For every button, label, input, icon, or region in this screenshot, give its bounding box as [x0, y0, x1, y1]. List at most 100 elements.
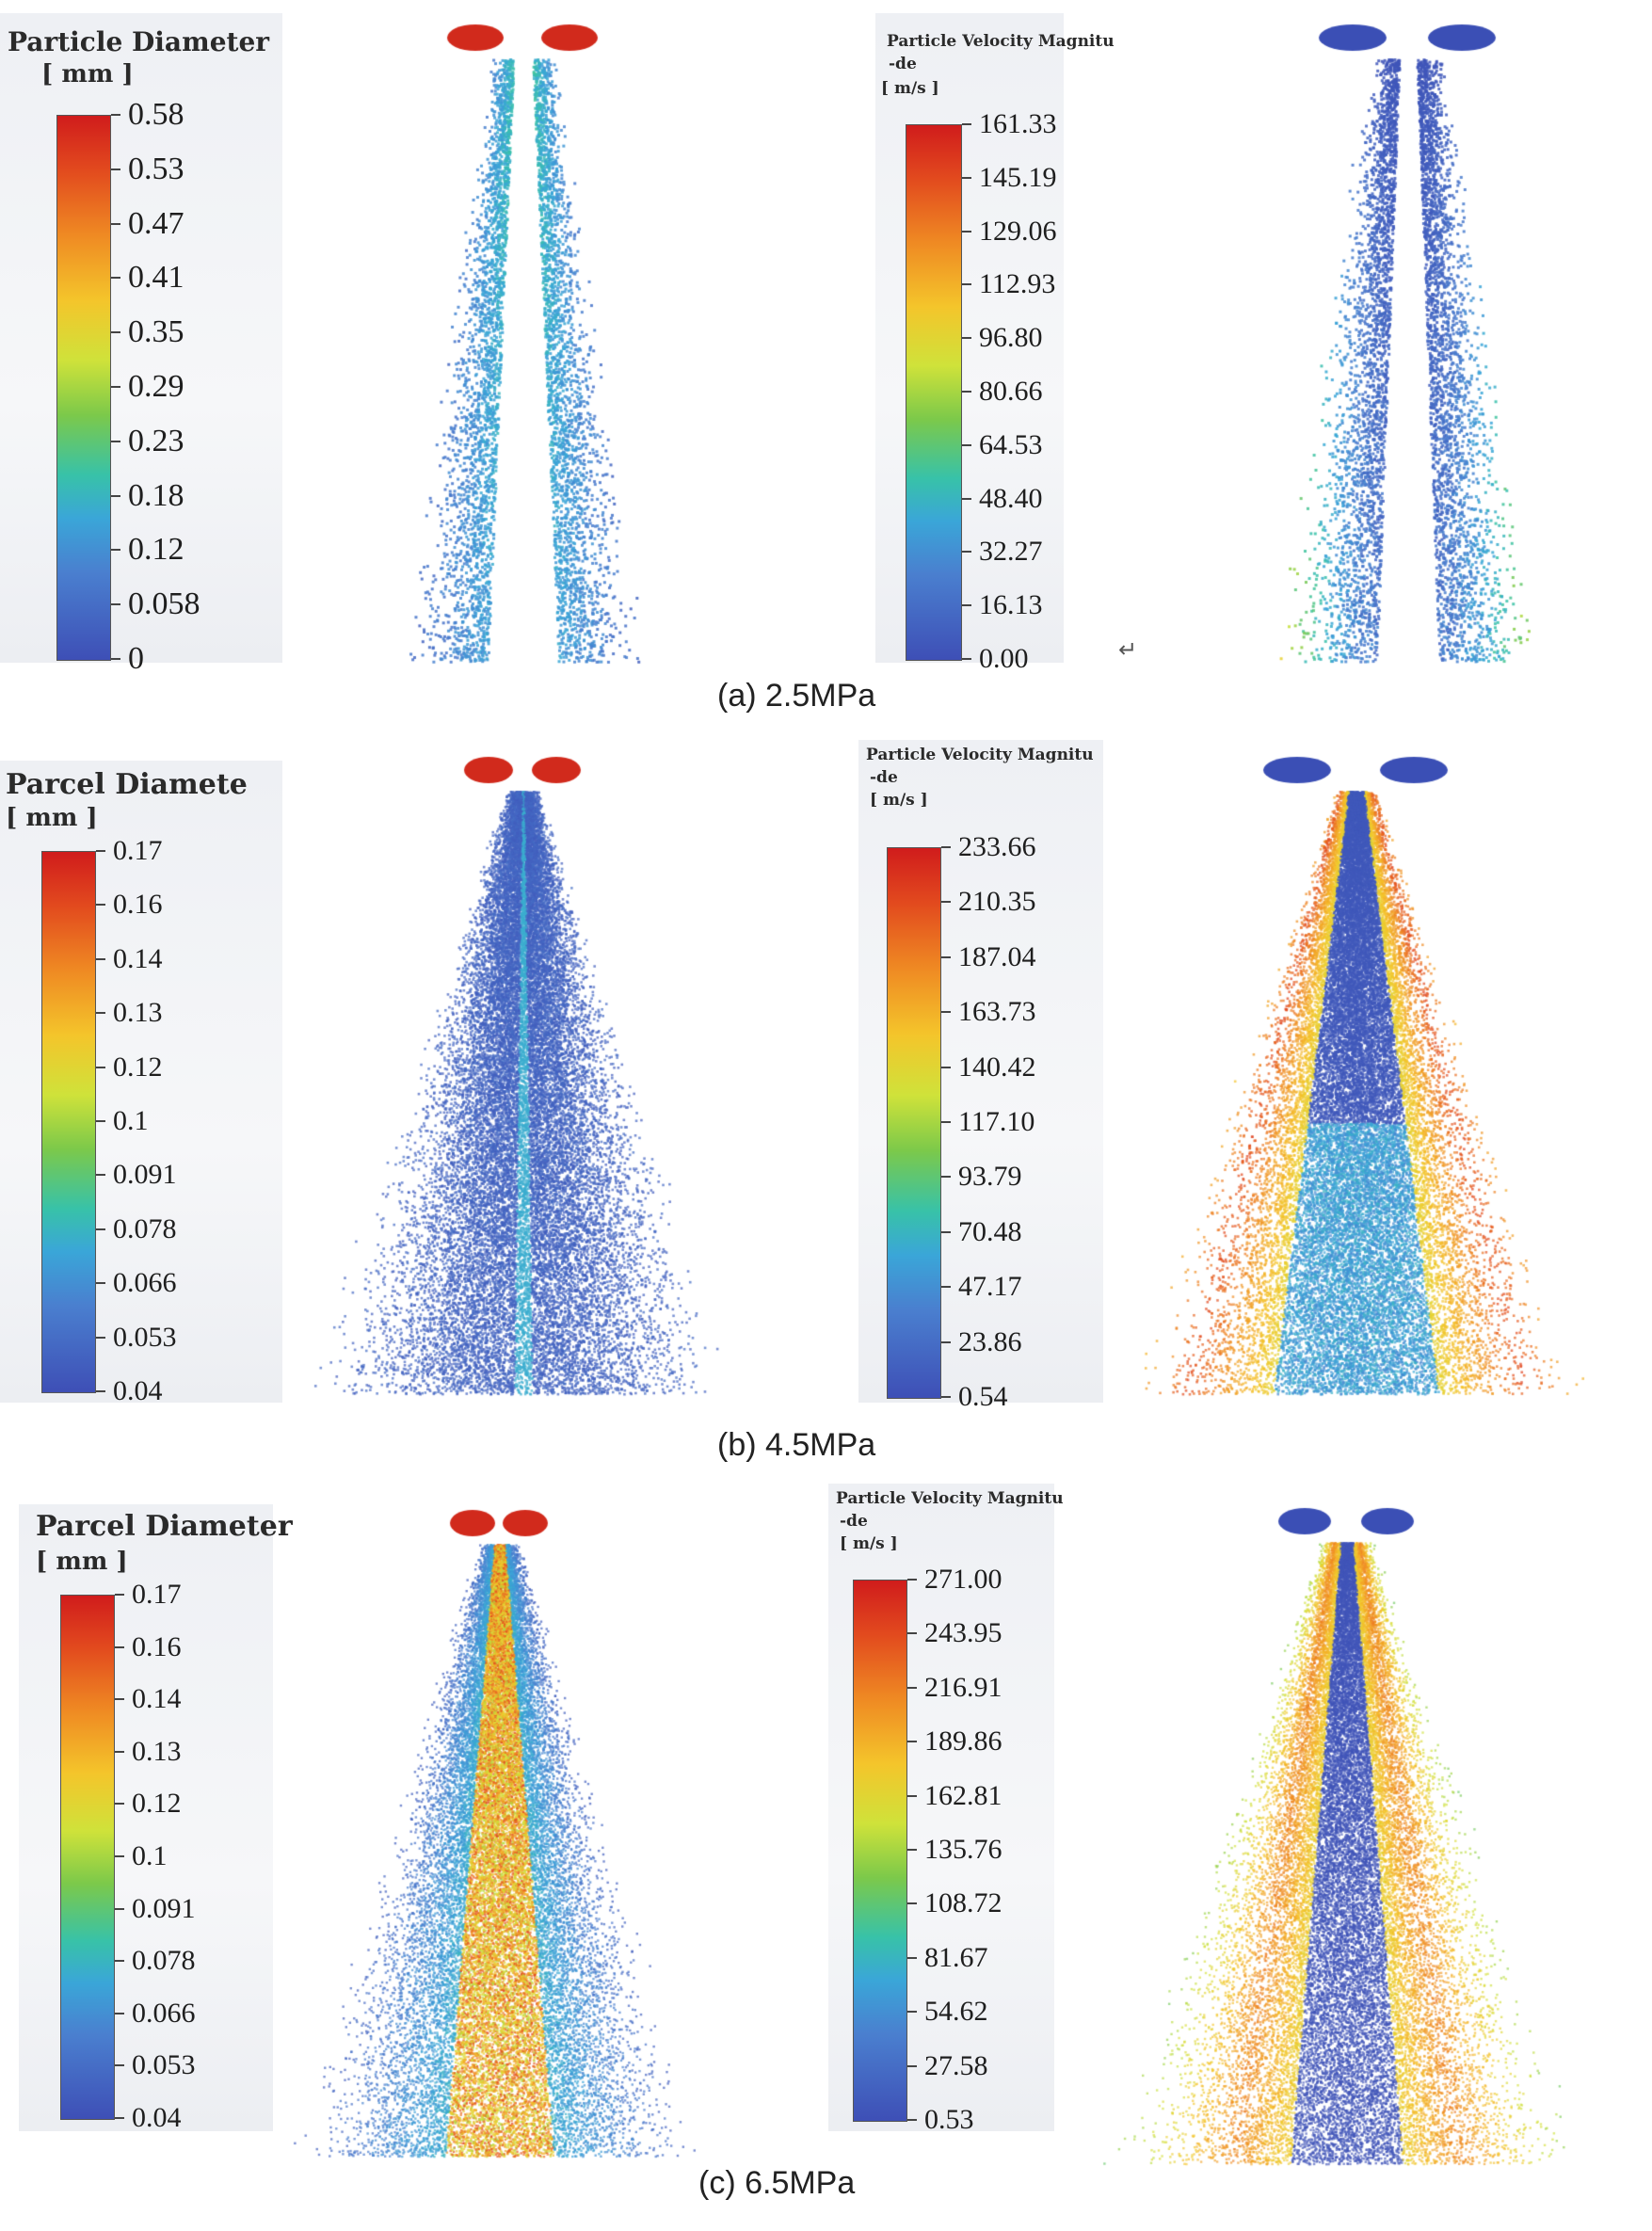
colorbar-tick-label: 161.33	[979, 108, 1057, 139]
colorbar-tick	[941, 1286, 951, 1289]
colorbar-tick	[941, 901, 951, 904]
legend-title: Particle Diameter	[8, 26, 270, 57]
colorbar-tick	[115, 1594, 124, 1596]
legend-unit: [ mm ]	[41, 60, 134, 88]
colorbar-tick-label: 0.091	[113, 1159, 177, 1191]
colorbar-tick-label: 0.053	[132, 2049, 196, 2081]
colorbar-tick-label: 0.058	[128, 586, 200, 622]
colorbar-tick	[941, 1230, 951, 1233]
colorbar-tick	[111, 386, 120, 388]
spray-diameter-c	[273, 1506, 725, 2165]
colorbar-tick-label: 0.53	[128, 151, 184, 186]
colorbar-tick-label: 0.14	[132, 1683, 182, 1715]
legend-unit: [ mm ]	[36, 1548, 128, 1576]
colorbar-tick-label: 0.17	[113, 835, 163, 866]
colorbar	[906, 124, 962, 661]
colorbar-tick-label: 0.23	[128, 423, 184, 458]
colorbar	[887, 847, 941, 1399]
spray-velocity-c	[1083, 1504, 1610, 2173]
colorbar-tick	[962, 551, 971, 554]
colorbar-tick-label: 0.35	[128, 314, 184, 350]
colorbar-tick-label: 48.40	[979, 482, 1043, 514]
colorbar-tick	[111, 277, 120, 280]
spray-diameter-b	[278, 753, 767, 1403]
colorbar-tick	[96, 957, 105, 960]
colorbar-tick	[96, 850, 105, 852]
colorbar-tick	[907, 1849, 917, 1851]
colorbar-tick-label: 0.16	[132, 1630, 182, 1662]
colorbar-tick	[941, 1011, 951, 1014]
colorbar-tick	[907, 1902, 917, 1905]
colorbar-tick-label: 210.35	[958, 886, 1036, 918]
colorbar-tick-label: 0.078	[113, 1212, 177, 1244]
colorbar-tick-label: 0.58	[128, 97, 184, 132]
colorbar-tick-label: 0.12	[128, 532, 184, 568]
caption-a: (a) 2.5MPa	[717, 678, 876, 714]
colorbar-tick	[96, 904, 105, 907]
colorbar-tick	[907, 1794, 917, 1797]
colorbar-tick	[962, 123, 971, 125]
colorbar-tick	[941, 846, 951, 848]
colorbar-tick-label: 162.81	[924, 1779, 1002, 1811]
colorbar-tick	[115, 1855, 124, 1857]
colorbar-tick	[962, 604, 971, 607]
colorbar-tick	[962, 176, 971, 179]
colorbar-tick	[115, 1907, 124, 1910]
caption-b: (b) 4.5MPa	[717, 1427, 876, 1463]
colorbar-tick	[111, 549, 120, 552]
legend-title: Particle Velocity Magnitu	[866, 746, 1094, 764]
colorbar	[853, 1580, 907, 2122]
colorbar-tick	[907, 1741, 917, 1743]
colorbar-tick	[941, 1066, 951, 1068]
colorbar-tick-label: 47.17	[958, 1271, 1022, 1303]
colorbar-tick-label: 23.86	[958, 1325, 1022, 1357]
colorbar-tick-label: 112.93	[979, 268, 1056, 300]
colorbar-tick-label: 243.95	[924, 1617, 1002, 1649]
colorbar-tick-label: 80.66	[979, 376, 1043, 407]
caption-c: (c) 6.5MPa	[698, 2165, 856, 2201]
colorbar-tick-label: 54.62	[924, 1996, 988, 2028]
legend-unit: [ m/s ]	[870, 791, 928, 810]
legend-unit: [ mm ]	[6, 804, 98, 832]
colorbar-tick	[962, 283, 971, 286]
colorbar-tick	[115, 2117, 124, 2119]
legend-title-cont: -de	[870, 768, 898, 787]
colorbar-tick	[111, 114, 120, 116]
colorbar-tick-label: 81.67	[924, 1941, 988, 1973]
colorbar-tick	[941, 1121, 951, 1123]
colorbar-tick	[115, 1645, 124, 1648]
legend-title-cont: -de	[840, 1512, 868, 1531]
colorbar-tick	[96, 1228, 105, 1230]
colorbar-tick-label: 0.53	[924, 2104, 974, 2135]
colorbar-tick	[96, 1282, 105, 1285]
colorbar-tick	[111, 331, 120, 334]
colorbar-tick	[111, 440, 120, 442]
colorbar-tick	[941, 1340, 951, 1343]
colorbar-tick-label: 0.18	[128, 477, 184, 513]
colorbar-tick-label: 0.00	[979, 643, 1029, 674]
legend-c-diameter: Parcel Diameter [ mm ] 0.17 0.16 0.14 0.13 0…	[19, 1504, 293, 2132]
colorbar-tick-label: 0.17	[132, 1579, 182, 1610]
colorbar-tick-label: 187.04	[958, 940, 1036, 972]
colorbar-tick	[115, 2012, 124, 2014]
colorbar-tick	[962, 658, 971, 660]
colorbar-tick	[96, 1390, 105, 1392]
legend-unit: [ m/s ]	[881, 79, 939, 98]
colorbar-tick-label: 0.12	[132, 1788, 182, 1820]
colorbar-tick	[907, 1579, 917, 1581]
colorbar-tick	[115, 1803, 124, 1806]
colorbar-tick-label: 64.53	[979, 428, 1043, 460]
legend-title-cont: -de	[889, 55, 917, 73]
colorbar	[56, 115, 111, 661]
colorbar-tick-label: 0.053	[113, 1321, 177, 1353]
legend-b-diameter: Parcel Diamete [ mm ] 0.17 0.16 0.14 0.13 0.…	[0, 761, 282, 1405]
colorbar-tick	[907, 2119, 917, 2121]
colorbar-tick	[96, 1174, 105, 1177]
colorbar-tick	[96, 1336, 105, 1339]
colorbar-tick	[115, 1698, 124, 1701]
colorbar-tick	[907, 1632, 917, 1635]
spray-velocity-a	[1243, 21, 1572, 670]
colorbar-tick-label: 145.19	[979, 161, 1057, 193]
colorbar-tick	[115, 1750, 124, 1753]
colorbar-tick-label: 0.13	[132, 1735, 182, 1767]
